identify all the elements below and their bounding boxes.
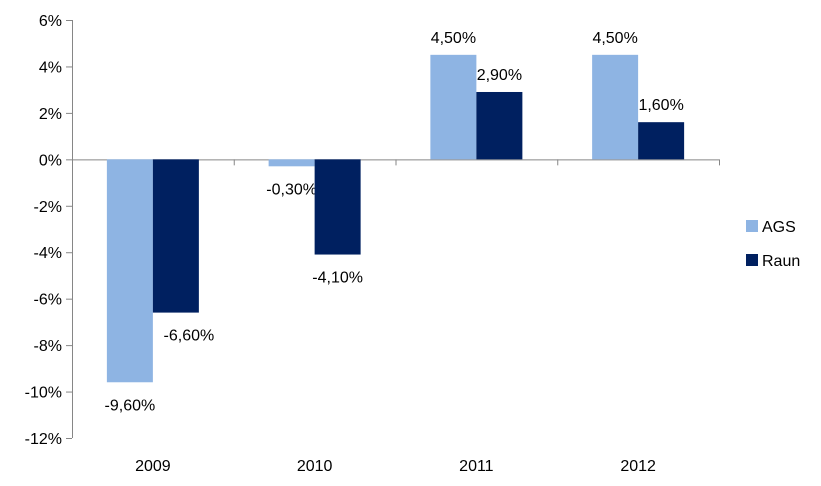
bar-raun-2011 — [476, 91, 523, 160]
y-tick-label: -8% — [34, 338, 62, 355]
bar-raun-2010 — [314, 159, 361, 255]
data-label: 4,50% — [592, 30, 637, 47]
data-label: -0,30% — [266, 181, 317, 198]
y-tick-label: -10% — [25, 385, 62, 402]
x-tick-label: 2009 — [135, 458, 171, 475]
legend-swatch-raun — [746, 254, 758, 266]
data-label: 4,50% — [431, 30, 476, 47]
data-label: -6,60% — [164, 328, 215, 345]
y-tick-label: -12% — [25, 431, 62, 448]
legend-label-raun: Raun — [762, 253, 800, 270]
bar-ags-2012 — [592, 54, 639, 160]
y-tick-label: -2% — [34, 199, 62, 216]
data-label: 1,60% — [638, 97, 683, 114]
x-tick-label: 2011 — [459, 458, 494, 475]
bar-ags-2010 — [268, 159, 315, 167]
y-tick-label: 4% — [39, 59, 62, 76]
bar-ags-2011 — [430, 54, 477, 160]
y-tick-label: -4% — [34, 245, 62, 262]
x-tick-label: 2010 — [297, 458, 333, 475]
bar-raun-2012 — [638, 122, 685, 160]
data-label: 2,90% — [477, 67, 522, 84]
y-tick-label: 0% — [39, 152, 62, 169]
y-tick-label: -6% — [34, 292, 62, 309]
bar-ags-2009 — [106, 159, 153, 383]
legend-swatch-ags — [746, 220, 758, 232]
bar-raun-2009 — [152, 159, 199, 313]
x-tick-label: 2012 — [620, 458, 656, 475]
legend-label-ags: AGS — [762, 219, 796, 236]
y-tick-label: 2% — [39, 106, 62, 123]
data-label: -4,10% — [312, 270, 363, 287]
y-tick-label: 6% — [39, 13, 62, 30]
data-label: -9,60% — [105, 397, 156, 414]
